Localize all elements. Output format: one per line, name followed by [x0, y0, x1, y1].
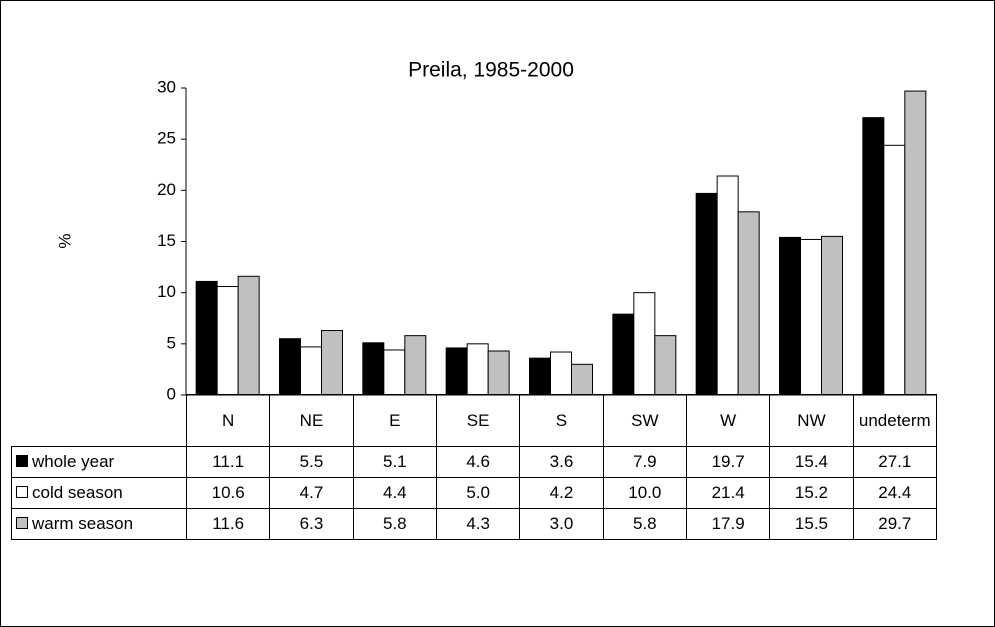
legend-label: warm season: [32, 514, 134, 533]
table-value: 4.7: [269, 477, 354, 509]
table-corner: [12, 395, 187, 447]
table-value: 19.7: [685, 446, 771, 478]
data-table: N NE E SE S SW W NW undeterm whole year 11.1 5.5 5.1…: [11, 394, 937, 540]
bar: [216, 286, 239, 396]
bar: [195, 280, 218, 396]
category-label: undeterm: [852, 394, 937, 447]
bar: [529, 357, 551, 396]
y-axis-label: %: [55, 233, 74, 248]
legend-entry: warm season: [11, 508, 187, 540]
bar: [862, 117, 885, 396]
table-value: 5.0: [435, 477, 521, 509]
y-tick-label: 20: [157, 180, 176, 199]
table-row: warm season 11.6 6.3 5.8 4.3 3.0 5.8 17.9 15.5 29…: [11, 508, 937, 540]
category-label: S: [519, 394, 604, 447]
table-value: 15.4: [769, 446, 854, 478]
table-value: 5.8: [352, 508, 437, 540]
table-value: 7.9: [602, 446, 687, 478]
legend-swatch: [16, 486, 28, 498]
table-value: 4.2: [519, 477, 604, 509]
bar: [404, 335, 427, 396]
bar: [445, 347, 468, 396]
table-value: 5.1: [352, 446, 437, 478]
bar: [821, 235, 843, 396]
table-value: 4.3: [435, 508, 521, 540]
y-tick-label: 10: [157, 282, 176, 301]
bar: [800, 238, 822, 396]
table-value: 27.1: [852, 446, 937, 478]
bar: [550, 351, 572, 396]
y-tick-label: 15: [157, 231, 176, 250]
bar: [362, 342, 385, 396]
category-label: SW: [602, 394, 687, 447]
chart-title: Preila, 1985-2000: [408, 59, 574, 82]
legend-label: whole year: [32, 452, 115, 471]
category-label: E: [352, 394, 437, 447]
table-value: 15.5: [769, 508, 854, 540]
bar: [279, 338, 301, 396]
bar: [904, 90, 927, 396]
legend-entry: cold season: [11, 477, 187, 509]
table-value: 17.9: [685, 508, 771, 540]
table-value: 21.4: [685, 477, 771, 509]
bar: [737, 211, 760, 396]
table-value: 4.6: [435, 446, 521, 478]
table-value: 5.5: [269, 446, 354, 478]
category-label: W: [685, 394, 771, 447]
y-tick-label: 30: [157, 77, 176, 96]
table-value: 3.6: [519, 446, 604, 478]
table-value: 29.7: [852, 508, 937, 540]
bar: [654, 335, 677, 396]
y-tick-label: 0: [167, 384, 176, 403]
bar: [695, 192, 718, 396]
bar: [487, 350, 510, 396]
table-value: 10.6: [185, 477, 271, 509]
table-value: 11.1: [185, 446, 271, 478]
bar: [633, 292, 656, 396]
bar: [300, 346, 322, 396]
table-value: 5.8: [602, 508, 687, 540]
category-label: SE: [435, 394, 521, 447]
legend-swatch: [16, 517, 28, 529]
bar: [571, 363, 593, 396]
table-value: 6.3: [269, 508, 354, 540]
legend-entry: whole year: [11, 446, 187, 478]
bar: [321, 330, 343, 396]
table-header-row: N NE E SE S SW W NW undeterm: [12, 394, 937, 447]
bar: [612, 313, 635, 396]
category-label: NE: [269, 394, 354, 447]
table-value: 24.4: [852, 477, 937, 509]
bar: [716, 175, 739, 396]
bar: [383, 349, 406, 396]
table-value: 11.6: [185, 508, 271, 540]
table-value: 15.2: [769, 477, 854, 509]
bar: [779, 236, 801, 396]
bar: [883, 144, 906, 396]
y-tick-label: 25: [157, 129, 176, 148]
table-value: 3.0: [519, 508, 604, 540]
category-label: NW: [769, 394, 854, 447]
y-tick-label: 5: [167, 333, 176, 352]
legend-swatch: [16, 455, 28, 467]
table-row: cold season 10.6 4.7 4.4 5.0 4.2 10.0 21.4 15.2 2…: [11, 477, 937, 509]
table-value: 4.4: [352, 477, 437, 509]
legend-label: cold season: [32, 483, 123, 502]
bar: [237, 275, 260, 396]
bar: [466, 343, 489, 396]
category-label: N: [185, 394, 271, 447]
table-row: whole year 11.1 5.5 5.1 4.6 3.6 7.9 19.7 15.4 27.…: [11, 446, 937, 478]
table-value: 10.0: [602, 477, 687, 509]
